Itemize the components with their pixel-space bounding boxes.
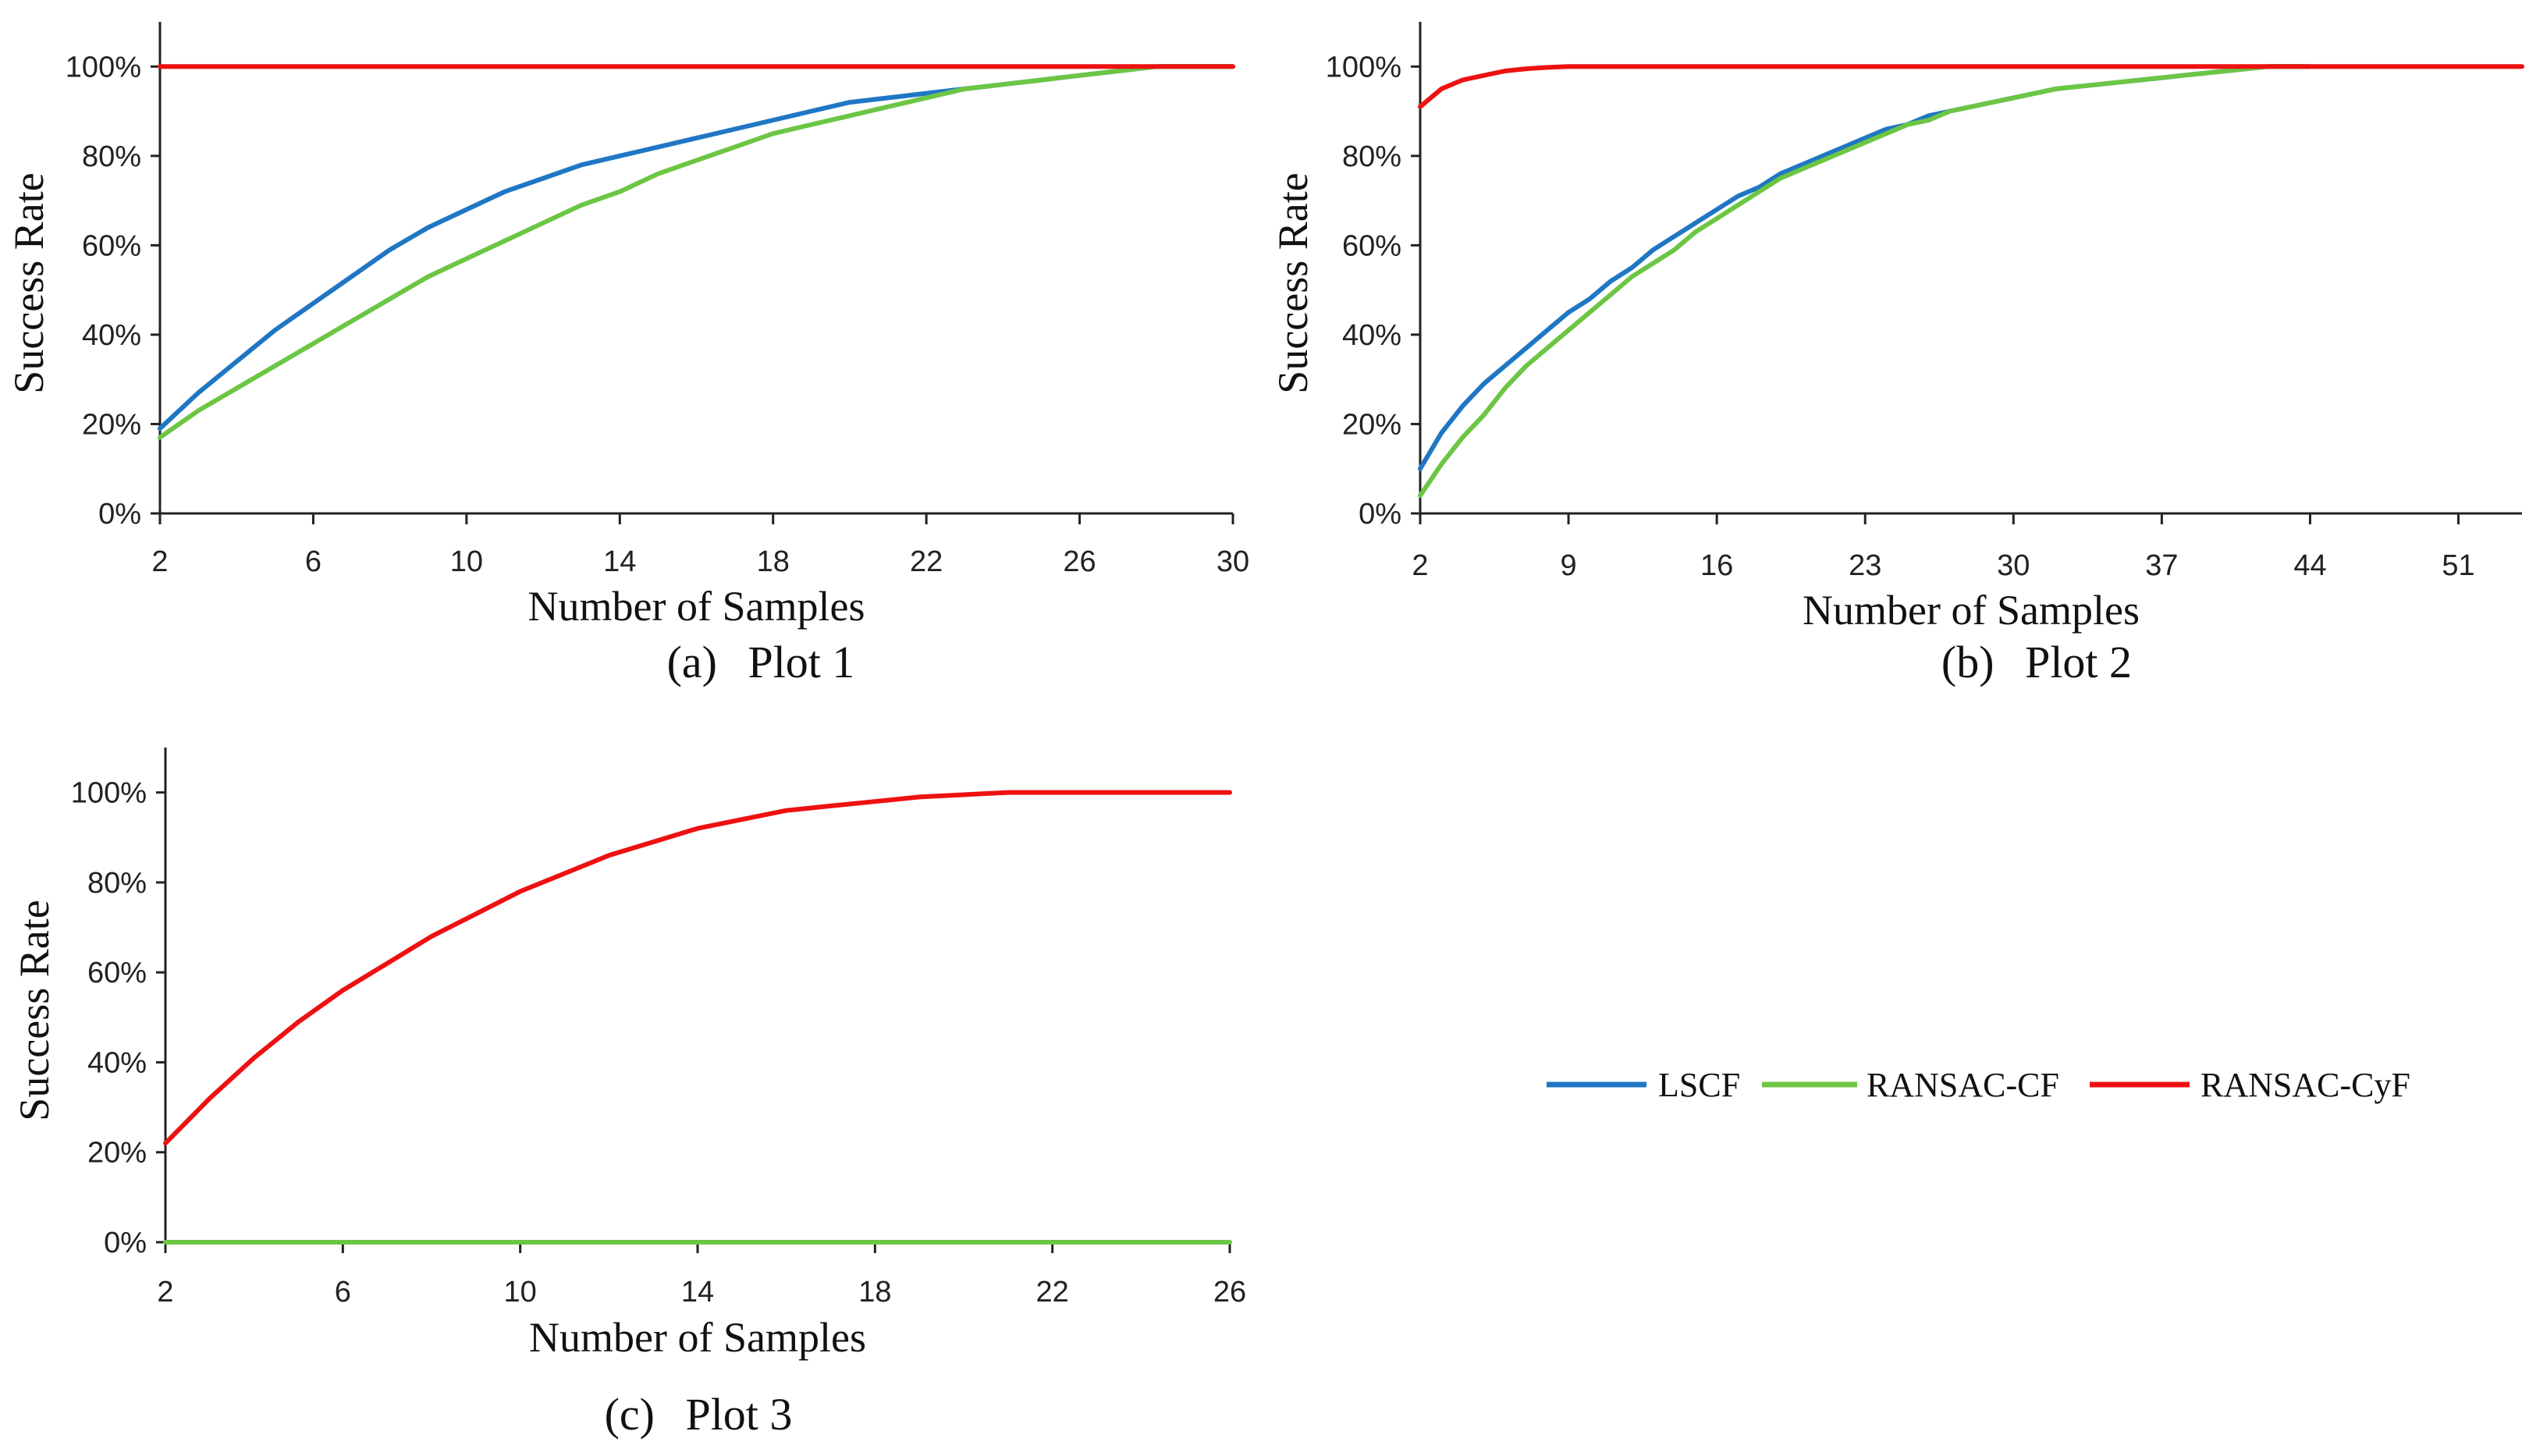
x-tick-label: 2 — [157, 1276, 173, 1309]
x-tick-label: 26 — [1213, 1276, 1246, 1309]
x-axis-label: Number of Samples — [529, 1314, 866, 1361]
x-tick-label: 2 — [1412, 549, 1428, 582]
x-tick-label: 6 — [305, 545, 321, 578]
x-tick-label: 9 — [1561, 549, 1577, 582]
y-tick-label: 80% — [82, 140, 141, 173]
x-tick-label: 23 — [1849, 549, 1881, 582]
x-tick-label: 26 — [1063, 545, 1096, 578]
series-line-ransac-cf — [158, 64, 1235, 440]
y-axis-label: Success Rate — [11, 900, 58, 1120]
caption-letter: (c) — [605, 1389, 655, 1440]
x-tick-label: 10 — [450, 545, 483, 578]
series-line-ransac-cyf — [163, 790, 1232, 1146]
caption-letter: (a) — [667, 637, 717, 687]
legend-label-ransac-cyf: RANSAC-CyF — [2200, 1066, 2410, 1104]
legend-label-lscf: LSCF — [1658, 1066, 1740, 1104]
x-axis-label: Number of Samples — [1803, 587, 2140, 634]
x-tick-label: 14 — [603, 545, 636, 578]
legend-label-ransac-cf: RANSAC-CF — [1867, 1066, 2059, 1104]
y-tick-label: 100% — [71, 777, 147, 810]
series-line-ransac-cf — [1418, 64, 2313, 499]
y-tick-label: 60% — [82, 229, 141, 262]
series-line-ransac-cyf — [1418, 64, 2524, 109]
x-tick-label: 37 — [2145, 549, 2178, 582]
x-tick-label: 6 — [335, 1276, 351, 1309]
caption-title: Plot 1 — [748, 637, 854, 687]
caption-title: Plot 2 — [2025, 637, 2132, 687]
y-tick-label: 20% — [82, 408, 141, 441]
x-tick-label: 10 — [504, 1276, 537, 1309]
x-tick-label: 16 — [1700, 549, 1733, 582]
series-line-lscf — [158, 64, 1235, 431]
caption-plot-2: (b) Plot 2 — [1941, 637, 2132, 687]
x-tick-label: 22 — [1036, 1276, 1069, 1309]
x-tick-label: 18 — [757, 545, 790, 578]
x-tick-label: 30 — [1217, 545, 1249, 578]
y-tick-label: 40% — [1342, 319, 1401, 352]
x-tick-label: 22 — [910, 545, 943, 578]
x-tick-label: 14 — [681, 1276, 714, 1309]
y-tick-label: 60% — [87, 957, 147, 989]
y-tick-label: 0% — [98, 498, 141, 531]
y-tick-label: 20% — [87, 1137, 147, 1170]
y-axis-label: Success Rate — [1270, 172, 1316, 393]
y-tick-label: 80% — [87, 867, 147, 900]
caption-letter: (b) — [1941, 637, 1994, 687]
x-axis-label: Number of Samples — [528, 583, 865, 630]
plot-2: 0% 20% 40% 60% 80% 100% 2 9 16 23 30 37 44 51 Number o… — [1270, 22, 2524, 634]
y-tick-label: 100% — [1326, 51, 1401, 83]
y-tick-label: 20% — [1342, 408, 1401, 441]
series-line-lscf — [1418, 64, 2313, 471]
y-tick-label: 80% — [1342, 140, 1401, 173]
x-tick-label: 51 — [2442, 549, 2474, 582]
legend: LSCF RANSAC-CF RANSAC-CyF — [1547, 1066, 2410, 1104]
y-tick-label: 40% — [87, 1046, 147, 1079]
y-axis-label: Success Rate — [5, 172, 52, 393]
y-tick-label: 0% — [104, 1227, 147, 1259]
x-tick-label: 44 — [2293, 549, 2326, 582]
y-tick-label: 40% — [82, 319, 141, 352]
caption-title: Plot 3 — [685, 1389, 792, 1440]
x-tick-label: 2 — [151, 545, 168, 578]
x-tick-label: 30 — [1997, 549, 2030, 582]
y-tick-label: 100% — [66, 51, 141, 83]
x-tick-label: 18 — [858, 1276, 891, 1309]
y-tick-label: 0% — [1359, 498, 1401, 531]
caption-plot-1: (a) Plot 1 — [667, 637, 855, 687]
caption-plot-3: (c) Plot 3 — [605, 1389, 793, 1440]
y-tick-label: 60% — [1342, 229, 1401, 262]
